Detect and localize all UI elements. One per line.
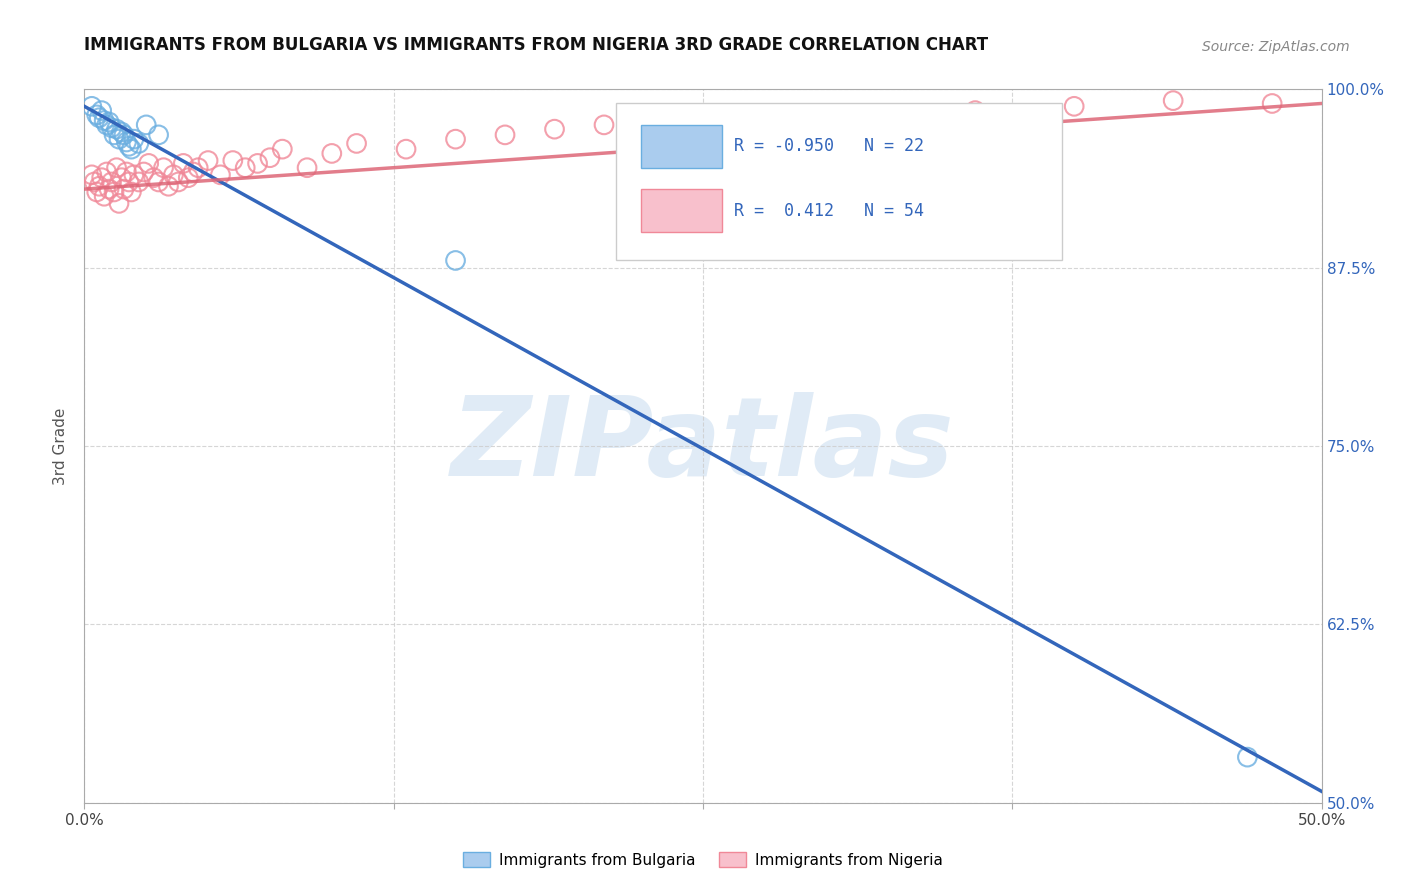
- Point: [93, 189, 115, 203]
- Point: [118, 175, 141, 189]
- Text: R = -0.950   N = 22: R = -0.950 N = 22: [734, 137, 924, 155]
- Point: [128, 136, 150, 151]
- Point: [271, 142, 294, 156]
- Point: [115, 135, 138, 149]
- Point: [246, 156, 269, 170]
- Point: [93, 113, 115, 128]
- Point: [96, 118, 118, 132]
- Point: [108, 132, 131, 146]
- Point: [105, 161, 128, 175]
- Point: [1063, 99, 1085, 113]
- Point: [138, 156, 160, 170]
- Point: [115, 165, 138, 179]
- Point: [172, 156, 194, 170]
- Point: [98, 115, 121, 129]
- Point: [1161, 94, 1184, 108]
- Point: [593, 118, 616, 132]
- Point: [98, 182, 121, 196]
- Point: [162, 168, 184, 182]
- Point: [100, 120, 122, 135]
- Point: [83, 175, 105, 189]
- Point: [80, 168, 103, 182]
- FancyBboxPatch shape: [616, 103, 1062, 260]
- Point: [741, 111, 763, 125]
- Point: [90, 170, 112, 185]
- Point: [86, 108, 108, 122]
- Point: [187, 161, 209, 175]
- Point: [80, 99, 103, 113]
- Point: [118, 139, 141, 153]
- Text: IMMIGRANTS FROM BULGARIA VS IMMIGRANTS FROM NIGERIA 3RD GRADE CORRELATION CHART: IMMIGRANTS FROM BULGARIA VS IMMIGRANTS F…: [84, 36, 988, 54]
- Point: [1261, 96, 1284, 111]
- Point: [132, 165, 155, 179]
- Point: [346, 136, 368, 151]
- Point: [112, 182, 135, 196]
- Point: [209, 168, 232, 182]
- Point: [965, 103, 987, 118]
- Point: [197, 153, 219, 168]
- Point: [321, 146, 343, 161]
- Point: [295, 161, 318, 175]
- Point: [96, 165, 118, 179]
- Text: ZIPatlas: ZIPatlas: [451, 392, 955, 500]
- Point: [89, 179, 111, 194]
- Point: [100, 175, 122, 189]
- FancyBboxPatch shape: [641, 125, 721, 168]
- Point: [177, 170, 200, 185]
- Point: [259, 151, 281, 165]
- Point: [148, 175, 170, 189]
- Point: [110, 170, 132, 185]
- Point: [157, 179, 180, 194]
- Point: [103, 128, 125, 142]
- Point: [128, 175, 150, 189]
- Point: [120, 142, 142, 156]
- Point: [181, 165, 204, 179]
- Point: [444, 253, 467, 268]
- Point: [142, 170, 165, 185]
- Point: [222, 153, 245, 168]
- Point: [167, 175, 190, 189]
- Point: [105, 122, 128, 136]
- Point: [890, 108, 912, 122]
- Text: R =  0.412   N = 54: R = 0.412 N = 54: [734, 202, 924, 219]
- Point: [122, 132, 145, 146]
- Point: [110, 125, 132, 139]
- Point: [120, 185, 142, 199]
- Point: [1236, 750, 1258, 764]
- Point: [148, 128, 170, 142]
- Y-axis label: 3rd Grade: 3rd Grade: [53, 408, 69, 484]
- Point: [86, 185, 108, 199]
- Point: [666, 113, 689, 128]
- Point: [135, 118, 157, 132]
- Text: Source: ZipAtlas.com: Source: ZipAtlas.com: [1202, 39, 1350, 54]
- Point: [108, 196, 131, 211]
- Point: [89, 111, 111, 125]
- Point: [543, 122, 565, 136]
- Point: [444, 132, 467, 146]
- Point: [494, 128, 516, 142]
- Point: [122, 168, 145, 182]
- Point: [112, 128, 135, 142]
- Point: [103, 185, 125, 199]
- Point: [152, 161, 174, 175]
- Point: [395, 142, 418, 156]
- FancyBboxPatch shape: [641, 189, 721, 232]
- Legend: Immigrants from Bulgaria, Immigrants from Nigeria: Immigrants from Bulgaria, Immigrants fro…: [457, 846, 949, 873]
- Point: [233, 161, 256, 175]
- Point: [815, 118, 838, 132]
- Point: [90, 103, 112, 118]
